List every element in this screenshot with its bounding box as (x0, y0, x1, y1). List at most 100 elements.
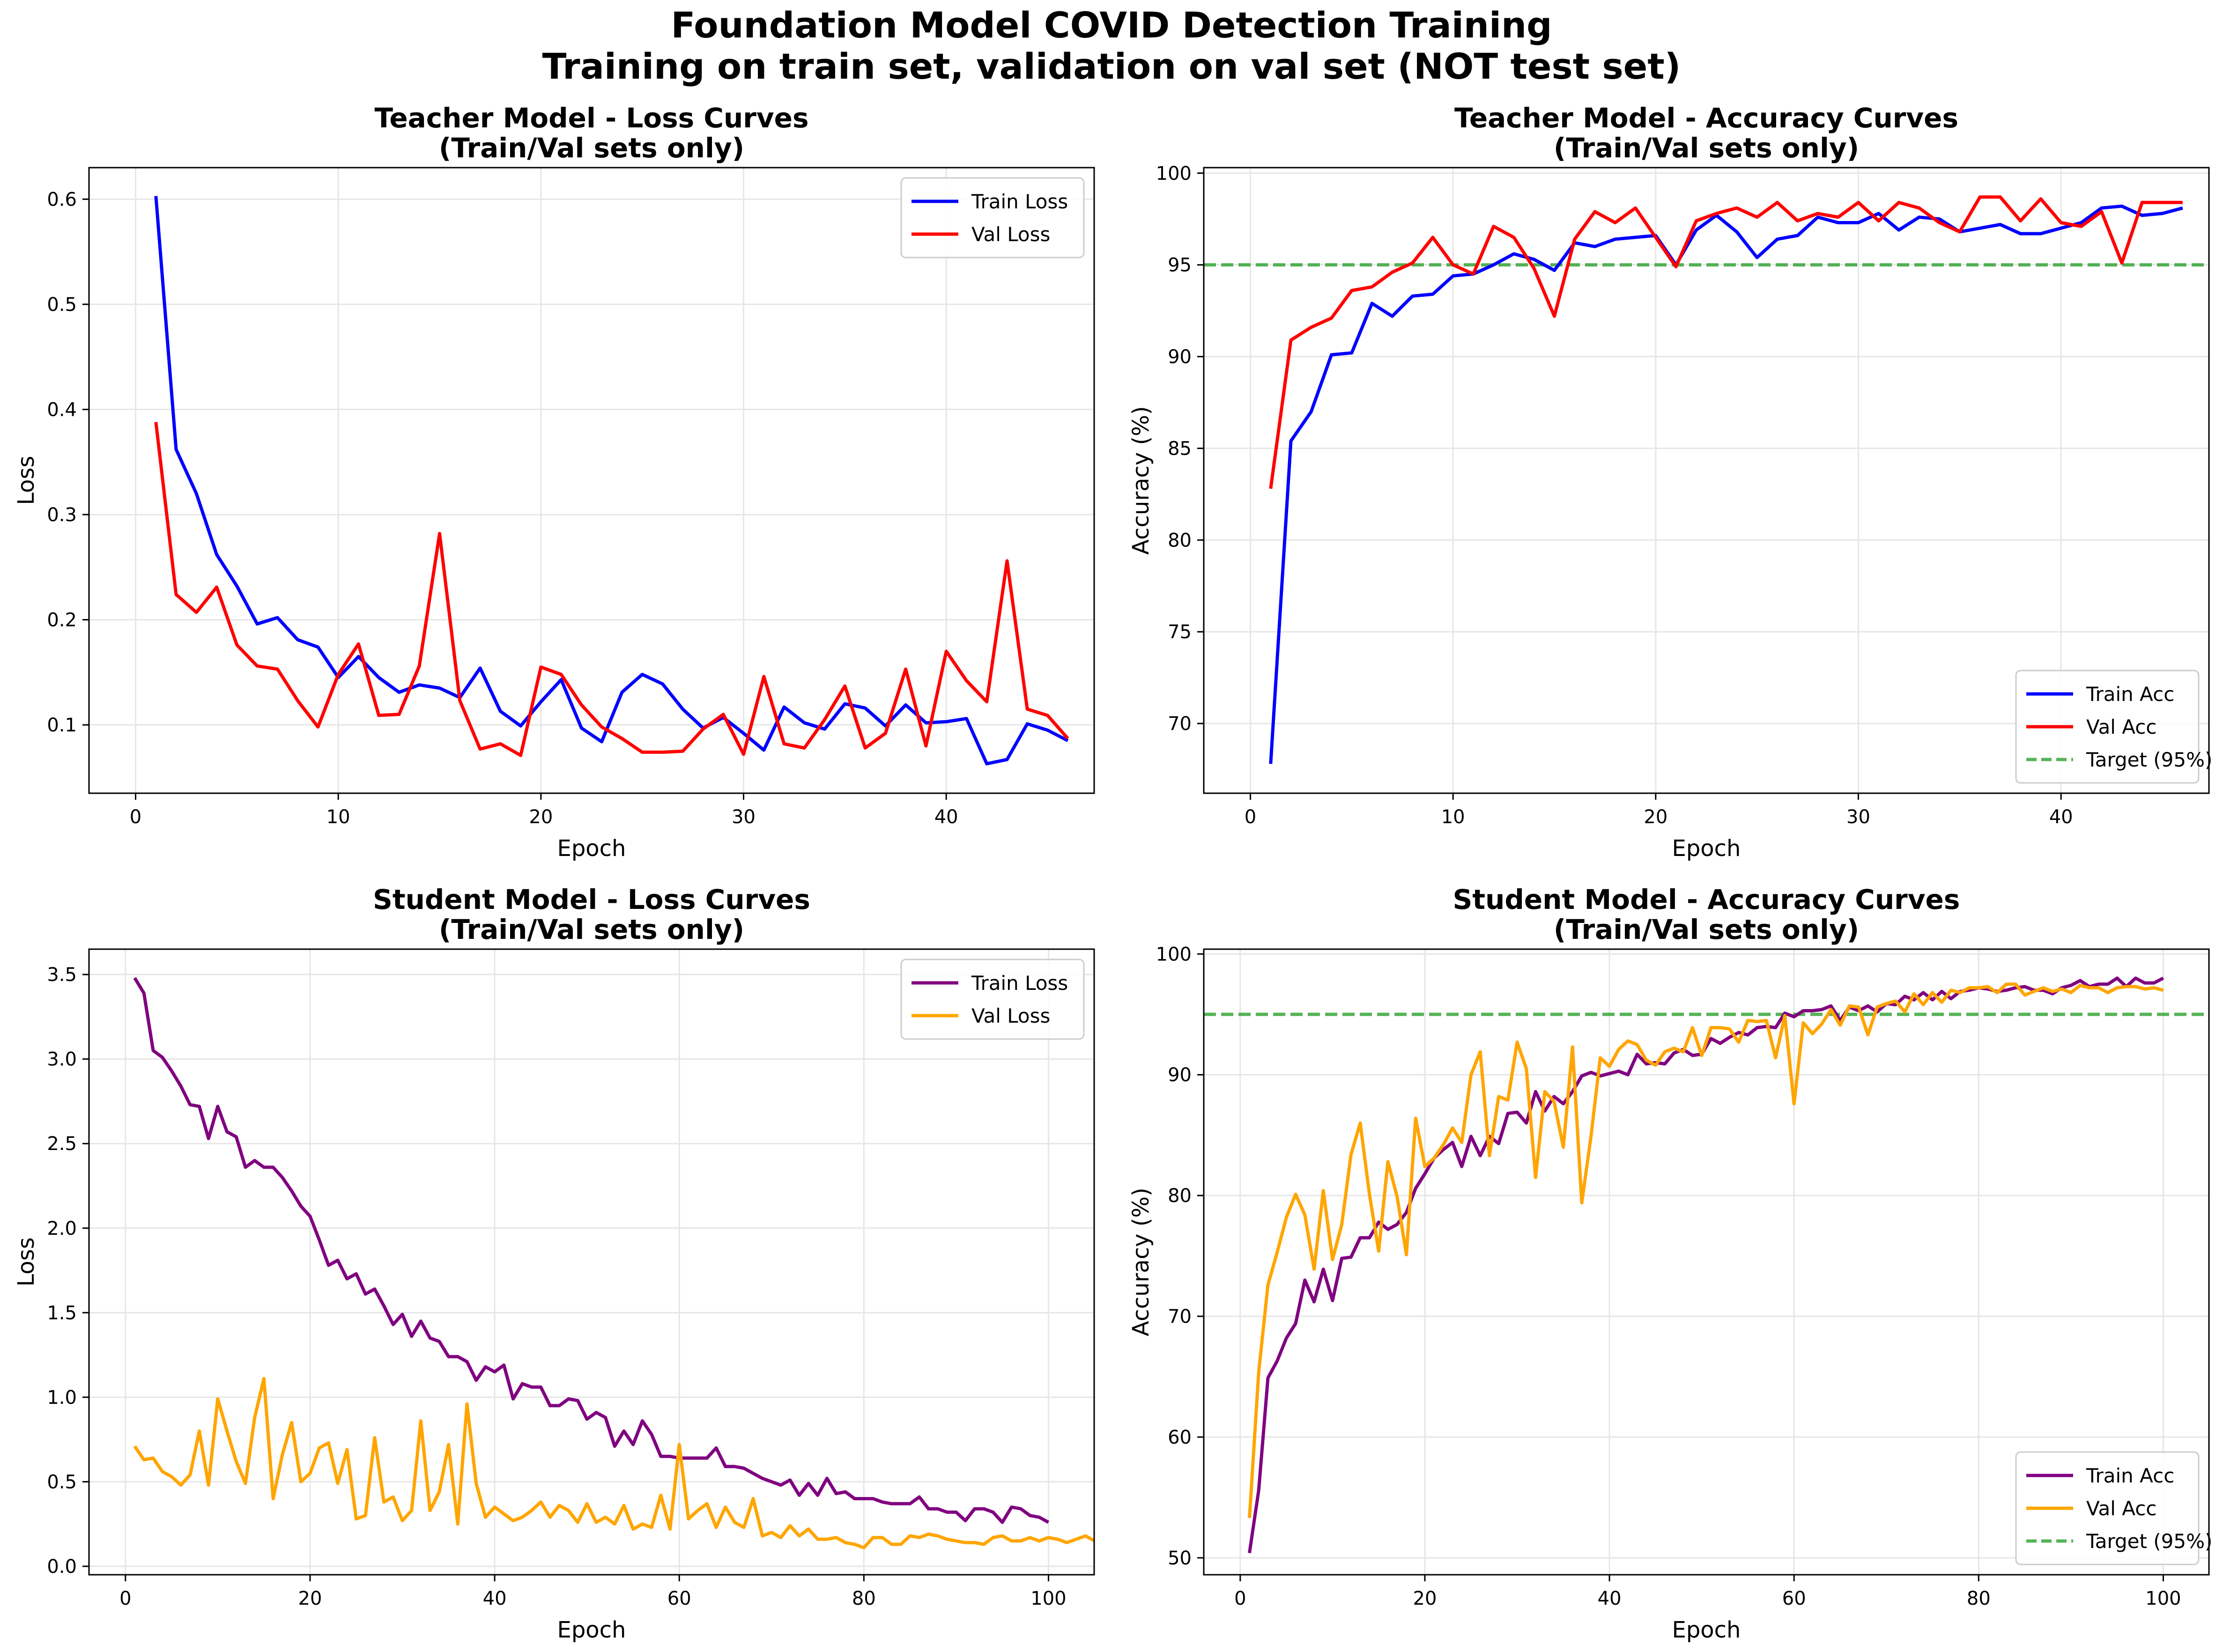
legend-box (900, 959, 1085, 1040)
y-tick-label: 3.5 (47, 964, 77, 986)
x-tick-label: 20 (298, 1588, 322, 1609)
x-tick-label: 0 (130, 806, 141, 828)
legend-box (900, 177, 1085, 258)
y-tick-label: 1.5 (47, 1302, 77, 1324)
y-tick-label: 0.0 (47, 1556, 77, 1578)
y-tick-label: 80 (1168, 530, 1192, 551)
y-tick-label: 90 (1168, 1064, 1192, 1086)
y-tick-label: 100 (1156, 163, 1192, 184)
legend-box (2015, 1451, 2200, 1565)
chart-subtitle: (Train/Val sets only) (1554, 132, 1859, 164)
y-tick-label: 0.4 (47, 399, 77, 420)
figure-title-line2: Training on train set, validation on val… (542, 45, 1681, 87)
y-tick-label: 100 (1156, 944, 1192, 965)
plot-area (1204, 976, 2209, 1554)
x-tick-label: 80 (852, 1588, 876, 1609)
plot-frame (88, 167, 1095, 794)
legend-label: Val Acc (2086, 1497, 2156, 1520)
x-tick-label: 10 (1441, 806, 1465, 828)
y-tick-label: 2.0 (47, 1218, 77, 1239)
plot-frame (88, 948, 1095, 1576)
chart-subtitle: (Train/Val sets only) (439, 132, 744, 164)
y-tick-label: 0.5 (47, 1471, 77, 1493)
plot-area (133, 977, 1094, 1549)
x-tick-label: 30 (1846, 806, 1870, 828)
x-tick-label: 40 (1598, 1588, 1622, 1609)
chart-panels: Teacher Model - Loss Curves(Train/Val se… (13, 102, 2212, 1643)
series-line-val-loss (154, 421, 1069, 757)
chart-title: Teacher Model - Loss Curves (374, 102, 808, 134)
chart-subtitle: (Train/Val sets only) (439, 914, 744, 945)
legend-label: Val Loss (971, 1004, 1050, 1027)
y-tick-label: 90 (1168, 347, 1192, 368)
series-line-train-loss (133, 977, 1050, 1524)
y-tick-label: 0.2 (47, 610, 77, 631)
y-axis-label: Loss (13, 456, 39, 505)
y-tick-label: 0.5 (47, 294, 77, 316)
legend-label: Train Acc (2086, 1464, 2174, 1487)
y-axis-label: Accuracy (%) (1128, 1187, 1154, 1336)
chart-panel-2: Teacher Model - Accuracy Curves(Train/Va… (1128, 102, 2212, 862)
x-tick-label: 0 (1234, 1588, 1246, 1609)
plot-area (154, 196, 1069, 766)
chart-panel-4: Student Model - Accuracy Curves(Train/Va… (1128, 884, 2212, 1643)
legend-label: Train Acc (2086, 683, 2174, 706)
plot-frame (1203, 948, 2210, 1576)
chart-panel-1: Teacher Model - Loss Curves(Train/Val se… (13, 102, 1095, 862)
legend-label: Train Loss (971, 190, 1068, 213)
x-axis-label: Epoch (1672, 1617, 1741, 1643)
x-tick-label: 100 (1030, 1588, 1066, 1609)
chart-legend: Train Loss Val Loss (900, 177, 1085, 258)
x-tick-label: 40 (934, 806, 958, 828)
chart-panel-3: Student Model - Loss Curves(Train/Val se… (13, 884, 1095, 1643)
legend-label: Target (95%) (2086, 748, 2212, 771)
y-tick-label: 3.0 (47, 1049, 77, 1070)
legend-label: Train Loss (971, 972, 1068, 995)
chart-legend: Train Loss Val Loss (900, 959, 1085, 1040)
chart-title: Student Model - Accuracy Curves (1453, 884, 1960, 915)
x-tick-label: 0 (119, 1588, 131, 1609)
x-tick-label: 40 (2049, 806, 2073, 828)
x-tick-label: 100 (2145, 1588, 2181, 1609)
x-tick-label: 60 (1782, 1588, 1806, 1609)
y-tick-label: 1.0 (47, 1387, 77, 1409)
y-tick-label: 70 (1168, 1306, 1192, 1328)
legend-label: Val Loss (971, 223, 1050, 246)
y-tick-label: 75 (1168, 621, 1192, 643)
y-tick-label: 85 (1168, 438, 1192, 459)
x-tick-label: 20 (529, 806, 553, 828)
x-tick-label: 20 (1413, 1588, 1437, 1609)
y-tick-label: 0.3 (47, 504, 77, 526)
x-tick-label: 60 (667, 1588, 691, 1609)
figure-title-line1: Foundation Model COVID Detection Trainin… (671, 4, 1552, 46)
chart-subtitle: (Train/Val sets only) (1554, 914, 1859, 945)
y-tick-label: 95 (1168, 255, 1192, 276)
y-tick-label: 2.5 (47, 1133, 77, 1155)
series-line-train-acc (1269, 204, 2183, 764)
y-axis-label: Accuracy (%) (1128, 406, 1154, 554)
chart-legend: Train Acc Val Acc Target (95%) (2015, 670, 2212, 784)
legend-label: Target (95%) (2086, 1530, 2212, 1553)
y-axis-label: Loss (13, 1237, 39, 1286)
y-tick-label: 80 (1168, 1185, 1192, 1207)
x-tick-label: 0 (1245, 806, 1256, 828)
x-tick-label: 20 (1644, 806, 1667, 828)
x-tick-label: 40 (483, 1588, 507, 1609)
series-line-val-acc (1248, 982, 2164, 1519)
chart-title: Student Model - Loss Curves (373, 884, 810, 915)
y-tick-label: 50 (1168, 1548, 1192, 1569)
plot-area (1204, 195, 2209, 764)
y-tick-label: 0.1 (47, 715, 77, 736)
plot-frame (1203, 167, 2210, 794)
y-tick-label: 0.6 (47, 189, 77, 210)
x-axis-label: Epoch (557, 1617, 626, 1643)
chart-title: Teacher Model - Accuracy Curves (1454, 102, 1958, 134)
x-tick-label: 10 (326, 806, 350, 828)
series-line-val-acc (1269, 195, 2183, 489)
legend-label: Val Acc (2086, 715, 2156, 738)
y-tick-label: 70 (1168, 713, 1192, 735)
y-tick-label: 60 (1168, 1427, 1192, 1448)
legend-box (2015, 670, 2200, 784)
